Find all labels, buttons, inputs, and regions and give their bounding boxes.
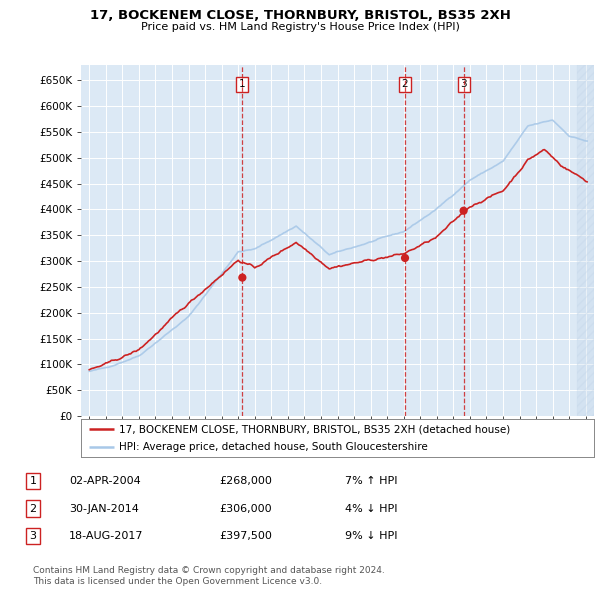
Text: 17, BOCKENEM CLOSE, THORNBURY, BRISTOL, BS35 2XH (detached house): 17, BOCKENEM CLOSE, THORNBURY, BRISTOL, … xyxy=(119,424,511,434)
Text: 7% ↑ HPI: 7% ↑ HPI xyxy=(345,476,398,486)
Text: 4% ↓ HPI: 4% ↓ HPI xyxy=(345,504,398,513)
Text: 2: 2 xyxy=(402,79,409,89)
Text: 02-APR-2004: 02-APR-2004 xyxy=(69,476,141,486)
Text: Price paid vs. HM Land Registry's House Price Index (HPI): Price paid vs. HM Land Registry's House … xyxy=(140,22,460,32)
Text: 18-AUG-2017: 18-AUG-2017 xyxy=(69,532,143,541)
Text: 17, BOCKENEM CLOSE, THORNBURY, BRISTOL, BS35 2XH: 17, BOCKENEM CLOSE, THORNBURY, BRISTOL, … xyxy=(89,9,511,22)
Text: 2: 2 xyxy=(29,504,37,513)
Text: 3: 3 xyxy=(460,79,467,89)
Bar xyxy=(577,65,594,416)
Text: 1: 1 xyxy=(29,476,37,486)
Text: £397,500: £397,500 xyxy=(219,532,272,541)
Text: 9% ↓ HPI: 9% ↓ HPI xyxy=(345,532,398,541)
Point xyxy=(459,206,469,215)
Text: £306,000: £306,000 xyxy=(219,504,272,513)
Text: 30-JAN-2014: 30-JAN-2014 xyxy=(69,504,139,513)
Text: Contains HM Land Registry data © Crown copyright and database right 2024.
This d: Contains HM Land Registry data © Crown c… xyxy=(33,566,385,586)
Point xyxy=(238,273,247,283)
Point xyxy=(400,253,410,263)
Text: 3: 3 xyxy=(29,532,37,541)
Text: £268,000: £268,000 xyxy=(219,476,272,486)
Text: HPI: Average price, detached house, South Gloucestershire: HPI: Average price, detached house, Sout… xyxy=(119,442,428,452)
Text: 1: 1 xyxy=(239,79,245,89)
